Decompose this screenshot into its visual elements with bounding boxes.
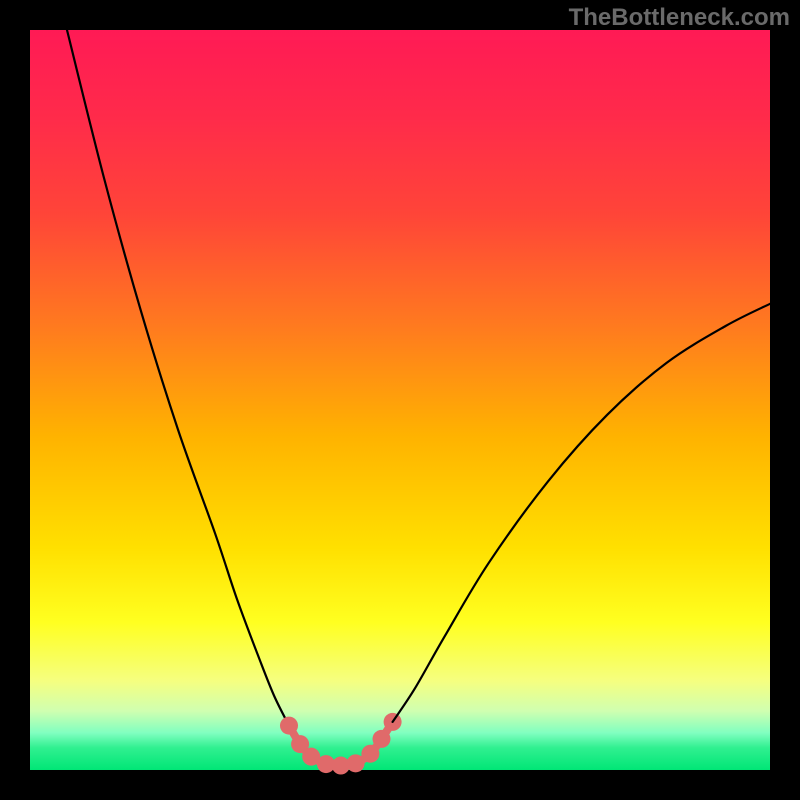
marker-valley-dotted [347,754,365,772]
marker-valley-dotted [373,730,391,748]
chart-canvas [0,0,800,800]
plot-background [30,30,770,770]
watermark-text: TheBottleneck.com [569,4,790,32]
marker-valley-dotted [361,745,379,763]
stage: TheBottleneck.com [0,0,800,800]
marker-valley-dotted [280,717,298,735]
